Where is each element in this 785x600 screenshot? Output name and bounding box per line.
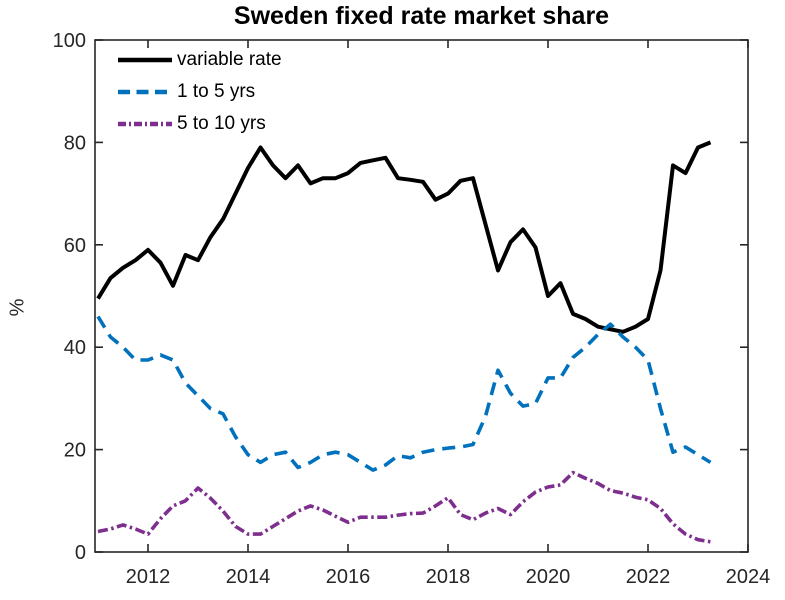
legend-entry-1-to-5-yrs: 1 to 5 yrs — [118, 80, 282, 103]
legend-entry-variable-rate: variable rate — [118, 48, 282, 71]
legend-line-sample-variable-rate — [118, 57, 172, 62]
y-tick-label: 60 — [64, 235, 86, 257]
x-tick-label: 2018 — [426, 566, 471, 588]
legend-line-sample-5-to-10-yrs — [118, 121, 172, 126]
y-tick-label: 40 — [64, 337, 86, 359]
legend-label-5-to-10-yrs: 5 to 10 yrs — [177, 112, 266, 134]
y-tick-label: 100 — [53, 30, 86, 52]
y-tick-label: 20 — [64, 440, 86, 462]
x-tick-label: 2012 — [126, 566, 171, 588]
x-tick-label: 2020 — [526, 566, 571, 588]
series-line-5-to-10-yrs — [97, 470, 711, 544]
y-axis-label: % — [6, 298, 29, 317]
axes-box — [94, 39, 749, 553]
x-tick-label: 2016 — [326, 566, 371, 588]
x-tick-label: 2014 — [226, 566, 271, 588]
legend-label-variable-rate: variable rate — [177, 48, 282, 70]
series-line-1-to-5-yrs — [96, 315, 712, 472]
chart-title: Sweden fixed rate market share — [233, 2, 610, 30]
legend-line-sample-1-to-5-yrs — [118, 89, 172, 94]
series-line-variable-rate — [96, 140, 712, 334]
y-tick-label: 80 — [64, 132, 86, 154]
y-tick-label: 0 — [75, 542, 86, 564]
legend: variable rate 1 to 5 yrs 5 to 10 yrs — [118, 48, 282, 135]
legend-entry-5-to-10-yrs: 5 to 10 yrs — [118, 112, 282, 135]
legend-label-1-to-5-yrs: 1 to 5 yrs — [177, 80, 256, 102]
x-tick-label: 2024 — [726, 566, 771, 588]
x-tick-label: 2022 — [626, 566, 671, 588]
